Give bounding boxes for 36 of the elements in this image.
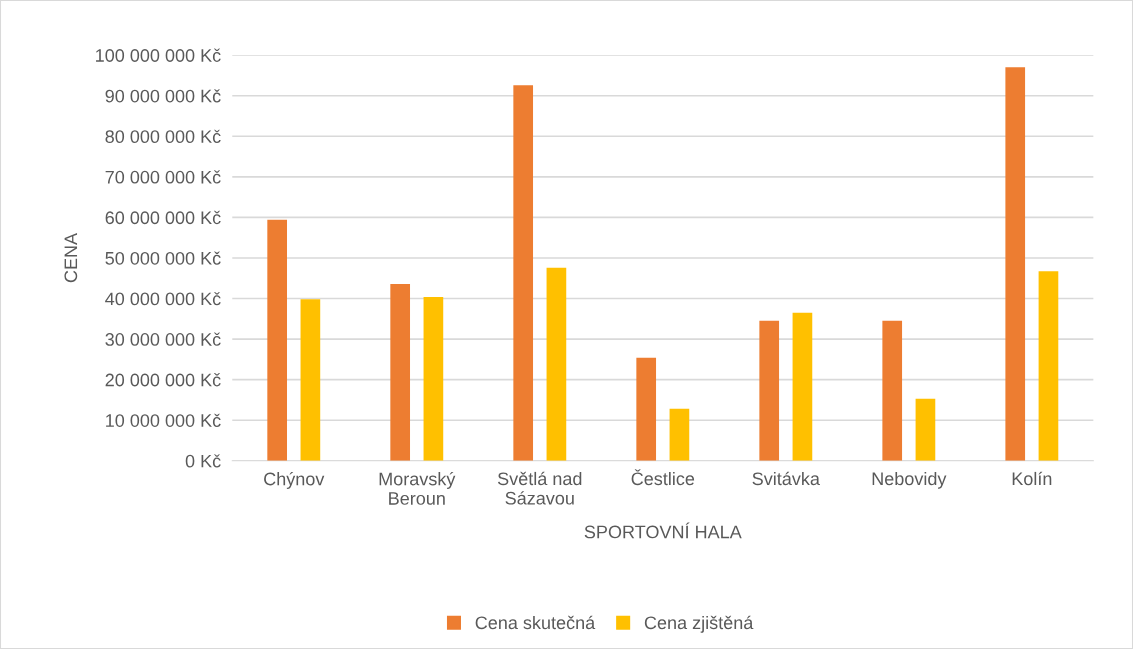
x-tick-label: Světlá nad Sázavou [497, 471, 582, 505]
bar [669, 408, 690, 461]
bar [915, 398, 936, 461]
x-tick-label: Čestlice [631, 469, 695, 486]
y-tick-label: 20 000 000 Kč [105, 373, 221, 387]
bar [423, 296, 444, 461]
bar [267, 219, 288, 461]
y-tick-label: 100 000 000 Kč [96, 48, 221, 62]
y-tick-label: 70 000 000 Kč [105, 170, 221, 184]
bar [1038, 271, 1059, 461]
legend-label: Cena zjištěná [644, 615, 754, 633]
bar [390, 283, 411, 461]
bar [1005, 67, 1026, 461]
y-axis-title: CENA [64, 232, 78, 283]
y-tick-label: 30 000 000 Kč [105, 332, 221, 346]
x-tick-label: Chýnov [264, 471, 325, 489]
x-tick-label: Svitávka [752, 471, 820, 486]
y-tick-label: 10 000 000 Kč [106, 413, 221, 427]
x-tick-label: Nebovidy [872, 471, 947, 489]
bar [546, 267, 567, 461]
bar [300, 299, 321, 461]
y-tick-label: 90 000 000 Kč [105, 89, 221, 103]
bar [882, 320, 903, 461]
bar [513, 85, 534, 461]
x-tick-label: Kolín [1012, 471, 1052, 486]
x-tick-label: Moravský Beroun [379, 471, 456, 505]
y-tick-label: 80 000 000 Kč [105, 129, 221, 144]
y-tick-label: 40 000 000 Kč [105, 291, 221, 306]
y-tick-label: 0 Kč [185, 454, 221, 468]
legend-label: Cena skutečná [475, 615, 596, 630]
y-tick-label: 60 000 000 Kč [105, 210, 221, 225]
bar [759, 320, 780, 461]
bar [636, 357, 657, 461]
y-tick-label: 50 000 000 Kč [105, 251, 221, 265]
bar [792, 312, 813, 461]
x-axis-title: SPORTOVNÍ HALA [584, 522, 742, 539]
